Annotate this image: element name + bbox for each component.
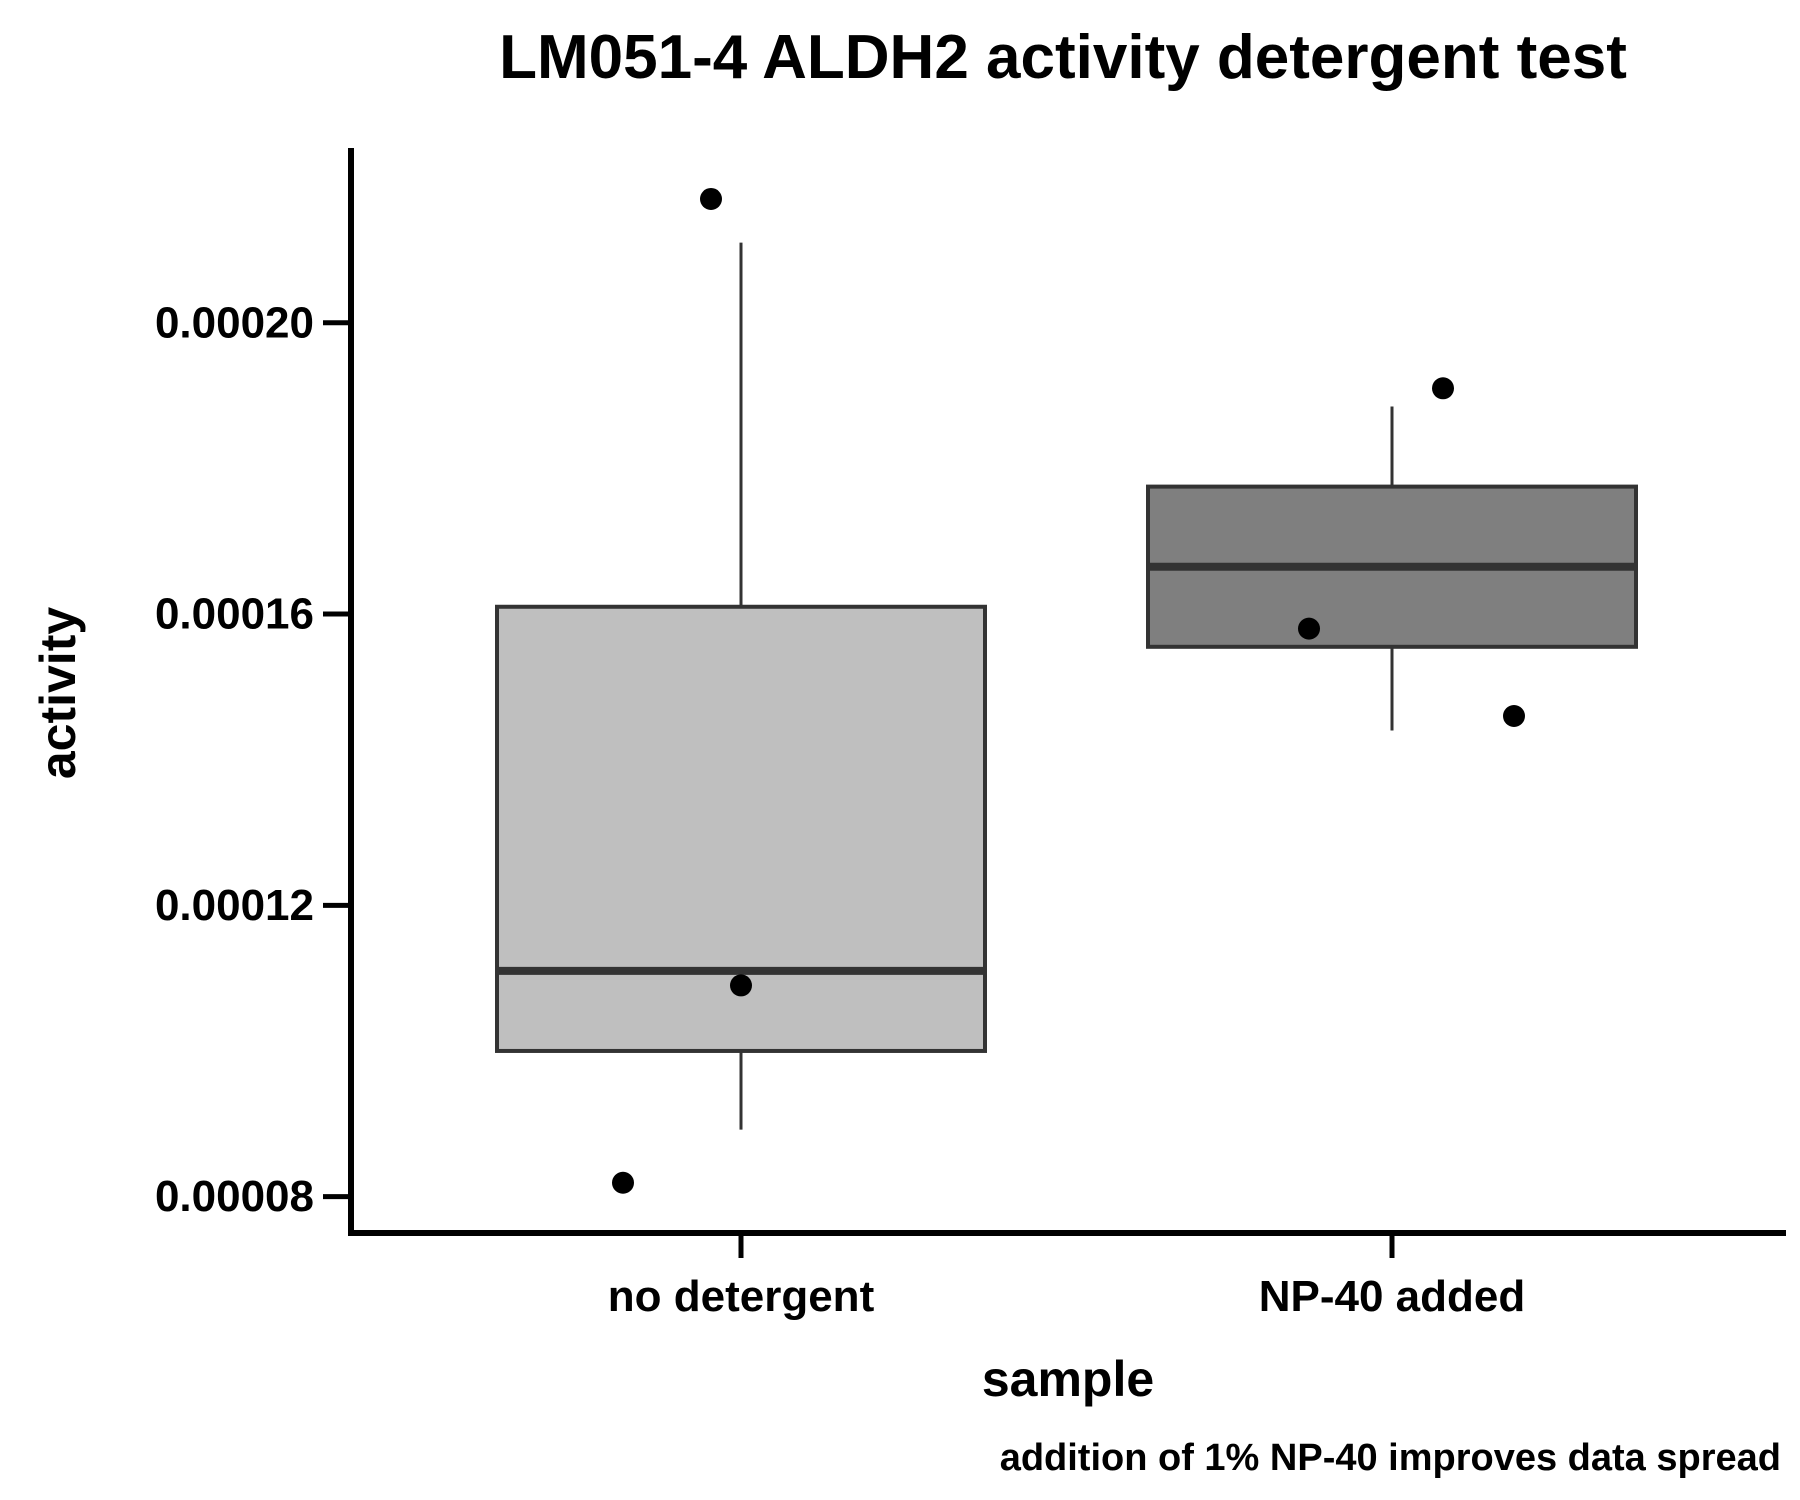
chart-caption: addition of 1% NP-40 improves data sprea… [1000, 1437, 1781, 1479]
axes [348, 148, 1786, 1236]
y-axis-title: activity [30, 607, 86, 780]
y-tick-label-1: 0.00008 [155, 1172, 314, 1221]
x-tick-label-no-detergent: no detergent [608, 1272, 875, 1321]
x-tick-label-np-40-added: NP-40 added [1259, 1272, 1526, 1321]
plot-area [495, 187, 1638, 1194]
y-tick-label-3: 0.00016 [155, 590, 314, 639]
data-point-no-detergent-3 [612, 1171, 634, 1194]
data-point-np-40-added-2 [1298, 617, 1320, 640]
data-point-no-detergent-2 [730, 974, 752, 997]
data-point-np-40-added-1 [1432, 377, 1454, 400]
chart-title: LM051-4 ALDH2 activity detergent test [499, 23, 1627, 92]
ticks: no detergent NP-40 added 0.00008 0.00012 0.0… [155, 298, 1525, 1321]
y-tick-label-2: 0.00012 [155, 881, 314, 930]
data-point-no-detergent-1 [700, 187, 722, 210]
y-tick-label-4: 0.00020 [155, 298, 314, 347]
data-point-np-40-added-3 [1503, 704, 1525, 727]
x-axis-title: sample [982, 1351, 1154, 1407]
